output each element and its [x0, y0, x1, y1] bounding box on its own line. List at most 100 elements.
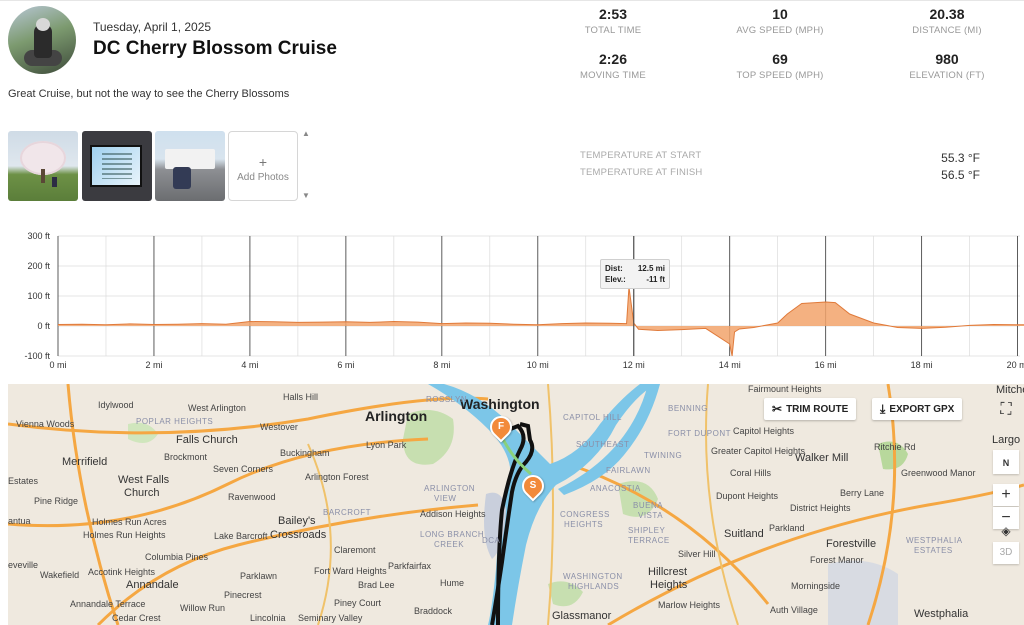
route-map[interactable]: Idylwood West Arlington Halls Hill Arlin… — [8, 384, 1024, 625]
place-label: Fort Ward Heights — [314, 566, 387, 576]
chart-y-tick-label: -100 ft — [24, 351, 50, 361]
place-label: antua — [8, 516, 31, 526]
place-label: Lyon Park — [366, 440, 407, 450]
photo-thumbnail-boat[interactable] — [155, 131, 225, 201]
map-park — [403, 410, 454, 465]
temperature-finish-value: 56.5 °F — [941, 168, 980, 182]
place-label: Capitol Heights — [733, 426, 795, 436]
chart-y-tick-label: 200 ft — [27, 261, 50, 271]
place-label: Holmes Run Acres — [92, 517, 167, 527]
place-label: Hume — [440, 578, 465, 588]
place-label: Piney Court — [334, 598, 382, 608]
avatar-bike — [24, 50, 62, 66]
zoom-out-button[interactable]: − — [993, 507, 1019, 529]
place-label-city: Washington — [460, 396, 540, 412]
zoom-in-icon: + — [1001, 486, 1011, 503]
ride-description[interactable]: Great Cruise, but not the way to see the… — [8, 88, 290, 100]
photo-boat — [165, 149, 215, 169]
scroll-up-arrow-icon[interactable]: ▲ — [302, 129, 310, 138]
place-label: Ritchie Rd — [874, 442, 916, 452]
place-label-district: DCA — [482, 536, 501, 545]
place-label: Pinecrest — [224, 590, 262, 600]
map-road — [547, 384, 554, 625]
place-label: Auth Village — [770, 605, 818, 615]
place-label-district: SHIPLEY — [628, 526, 666, 535]
place-label-district: BENNING — [668, 404, 708, 413]
download-icon: ⤓ — [880, 401, 886, 416]
chart-y-tick-label: 0 ft — [37, 321, 50, 331]
temperature-finish-label: TEMPERATURE AT FINISH — [580, 167, 703, 178]
chart-x-tick-label: 6 mi — [337, 360, 354, 370]
export-gpx-button[interactable]: ⤓ EXPORT GPX — [872, 398, 963, 420]
temperature-start-value: 55.3 °F — [941, 151, 980, 165]
elevation-chart[interactable]: 300 ft 200 ft 100 ft 0 ft -100 ft 0 mi 2 mi 4 m… — [0, 228, 1024, 373]
elevation-chart-svg: 300 ft 200 ft 100 ft 0 ft -100 ft0 mi 2 mi 4 m… — [24, 231, 1024, 370]
place-label-city: Arlington — [365, 408, 428, 424]
place-label: Ravenwood — [228, 492, 276, 502]
stat-label: TOP SPEED (MPH) — [736, 70, 824, 81]
fullscreen-icon[interactable]: ⛶ — [1000, 401, 1012, 418]
add-photos-button[interactable]: + Add Photos — [228, 131, 298, 201]
map-route-segment — [501, 438, 532, 476]
chart-x-tick-label: 12 mi — [623, 360, 645, 370]
place-label: Brockmont — [164, 452, 208, 462]
scissors-icon: ✂ — [772, 402, 783, 416]
place-label-district: ESTATES — [914, 546, 953, 555]
place-label-district: FORT DUPONT — [668, 429, 731, 438]
place-label-district: ARLINGTON — [424, 484, 476, 493]
north-label: N — [1002, 458, 1010, 468]
plus-icon: + — [258, 154, 268, 170]
place-label: Seminary Valley — [298, 613, 363, 623]
place-label-district: ROSSLYN — [426, 395, 468, 404]
place-label: Greenwood Manor — [901, 468, 976, 478]
place-label: Cedar Crest — [112, 613, 161, 623]
photo-person — [52, 177, 57, 187]
tooltip-distance-label: Dist: — [605, 264, 623, 273]
photo-screen-text — [102, 153, 132, 179]
place-label-district: VIEW — [434, 494, 457, 503]
place-label: Church — [124, 487, 160, 499]
stat-label: MOVING TIME — [580, 70, 646, 81]
place-label: Brad Lee — [358, 580, 395, 590]
place-label: Annandale — [126, 579, 179, 591]
export-gpx-label: EXPORT GPX — [889, 403, 955, 415]
place-label: Hillcrest — [648, 566, 688, 578]
zoom-in-button[interactable]: + — [993, 484, 1019, 506]
place-label-district: HIGHLANDS — [568, 582, 620, 591]
place-label-district: HEIGHTS — [564, 520, 604, 529]
finish-marker-label: F — [497, 421, 505, 432]
stat-total-time: 2:53 TOTAL TIME — [538, 6, 688, 36]
tooltip-elevation-label: Elev.: — [605, 275, 626, 284]
map-park — [878, 441, 908, 470]
place-label: Seven Corners — [213, 464, 274, 474]
compass-north-button[interactable]: N — [993, 450, 1019, 474]
place-label-district: VISTA — [638, 511, 664, 520]
start-marker-label: S — [529, 480, 537, 491]
photo-thumbnail-sign[interactable] — [82, 131, 152, 201]
place-label: Claremont — [334, 545, 376, 555]
trim-route-button[interactable]: ✂ TRIM ROUTE — [764, 398, 857, 420]
scroll-down-arrow-icon[interactable]: ▼ — [302, 191, 310, 200]
3d-view-button[interactable]: 3D — [993, 542, 1019, 564]
place-label: Parkland — [769, 523, 805, 533]
place-label-district: BARCROFT — [323, 508, 371, 517]
zoom-out-icon: − — [1001, 509, 1011, 526]
place-label: Greater Capitol Heights — [711, 446, 806, 456]
place-label: Estates — [8, 476, 39, 486]
place-label: Forestville — [826, 538, 877, 550]
avatar[interactable] — [8, 6, 76, 74]
chart-x-tick-label: 2 mi — [145, 360, 162, 370]
layers-icon[interactable]: ◈ — [1001, 524, 1011, 538]
avatar-rider — [34, 24, 52, 58]
photo-thumbnail-cherry-tree[interactable] — [8, 131, 78, 201]
place-label: Berry Lane — [840, 488, 885, 498]
place-label: Pine Ridge — [34, 496, 79, 506]
place-label: Wakefield — [40, 570, 80, 580]
chart-x-tick-label: 18 mi — [911, 360, 933, 370]
map-highway — [66, 384, 120, 625]
stat-label: TOTAL TIME — [584, 25, 642, 36]
ride-title[interactable]: DC Cherry Blossom Cruise — [93, 38, 337, 59]
map-river-anacostia — [558, 384, 660, 495]
stat-value: 69 — [772, 51, 788, 67]
tooltip-distance-value: 12.5 mi — [637, 264, 665, 273]
